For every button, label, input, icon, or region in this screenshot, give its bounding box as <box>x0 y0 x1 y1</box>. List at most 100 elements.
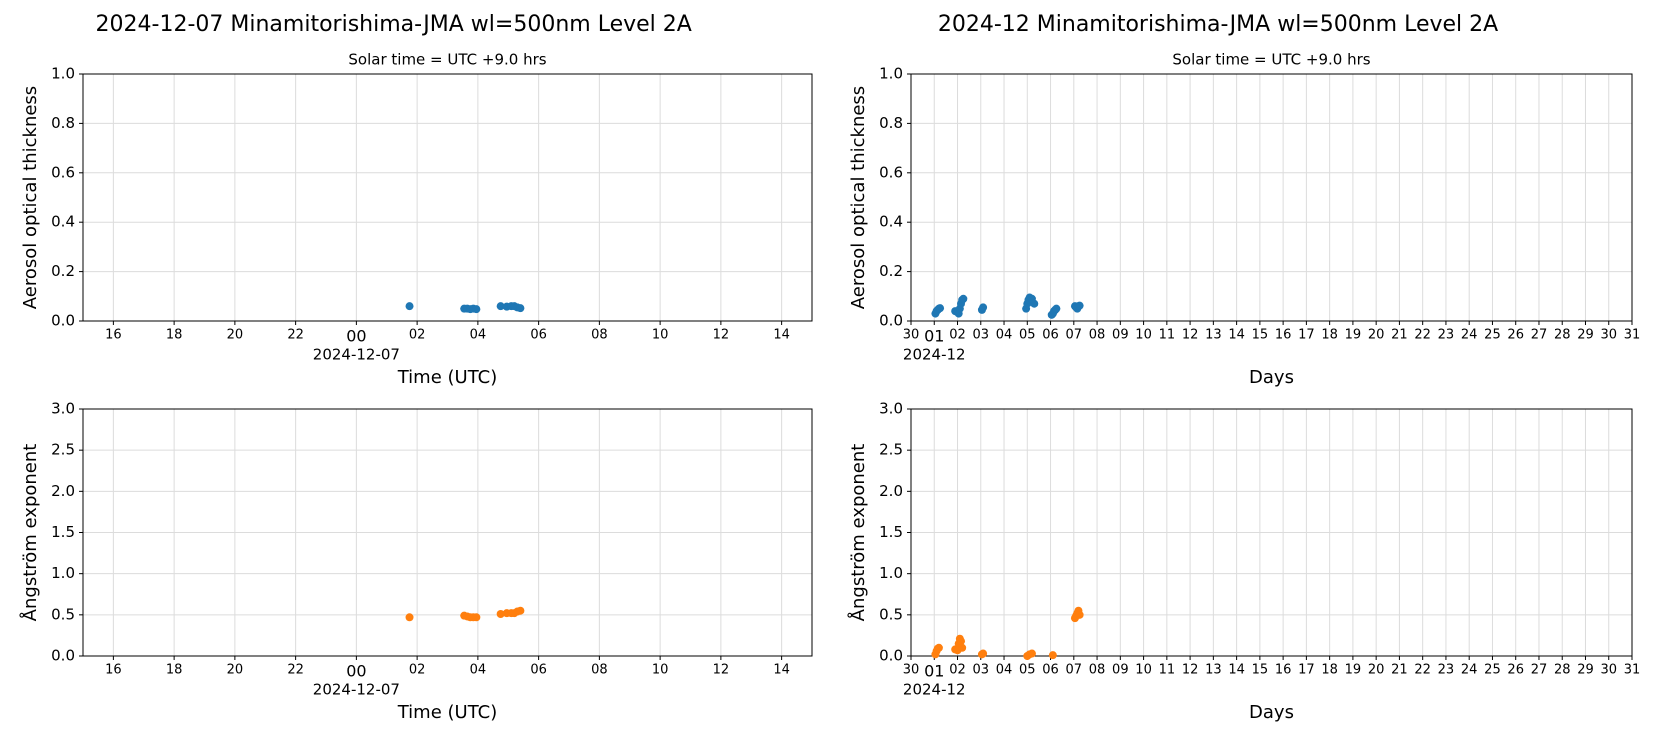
chart-title: 2024-12 Minamitorishima-JMA wl=500nm Lev… <box>938 12 1498 37</box>
data-point <box>405 613 414 622</box>
y-tick-label: 2.0 <box>51 482 75 500</box>
x-date-label: 2024-12 <box>903 681 966 699</box>
y-tick-label: 1.0 <box>879 564 903 582</box>
y-tick-label: 0.4 <box>879 213 903 231</box>
y-axis-label: Aerosol optical thickness <box>20 86 41 309</box>
x-tick-label: 14 <box>1228 663 1245 678</box>
x-tick-label: 02 <box>949 328 966 343</box>
x-tick-label: 18 <box>166 663 183 678</box>
data-point <box>472 613 481 622</box>
y-tick-label: 0.8 <box>879 114 903 132</box>
x-tick-label: 26 <box>1507 663 1524 678</box>
y-tick-label: 0.0 <box>51 647 75 665</box>
data-point <box>496 302 505 311</box>
y-axis-label: Ångström exponent <box>19 444 41 622</box>
x-tick-label: 03 <box>973 663 990 678</box>
data-point <box>958 643 967 652</box>
x-tick-label: 17 <box>1298 328 1315 343</box>
x-tick-label: 21 <box>1391 328 1408 343</box>
x-axis-label: Days <box>1249 702 1294 723</box>
x-tick-label: 07 <box>1066 663 1083 678</box>
x-tick-label: 14 <box>773 663 790 678</box>
x-tick-label: 06 <box>1042 328 1059 343</box>
y-tick-label: 3.0 <box>51 400 75 418</box>
x-tick-label: 30 <box>1600 663 1617 678</box>
x-tick-label: 05 <box>1019 663 1036 678</box>
data-point <box>1030 299 1039 308</box>
x-tick-label: 21 <box>1391 663 1408 678</box>
data-point <box>472 305 481 314</box>
data-point <box>957 637 966 646</box>
x-tick-label: 06 <box>1042 663 1059 678</box>
axes-frame <box>82 73 813 322</box>
x-tick-label: 16 <box>105 328 122 343</box>
x-tick-label: 12 <box>1182 328 1199 343</box>
x-tick-label: 09 <box>1112 328 1129 343</box>
y-tick-label: 1.5 <box>51 523 75 541</box>
x-tick-label: 04 <box>996 663 1013 678</box>
x-tick-label: 02 <box>409 328 426 343</box>
axes-frame <box>910 408 1633 657</box>
axes-frame <box>82 408 813 657</box>
x-date-label: 2024-12 <box>903 346 966 364</box>
x-tick-label: 11 <box>1159 328 1176 343</box>
data-point <box>1027 649 1036 658</box>
data-point <box>516 304 525 313</box>
x-tick-label: 09 <box>1112 663 1129 678</box>
x-tick-label: 08 <box>591 663 608 678</box>
x-tick-label: 25 <box>1484 328 1501 343</box>
y-tick-label: 0.8 <box>51 114 75 132</box>
x-tick-label: 22 <box>287 328 304 343</box>
x-tick-label: 08 <box>1089 328 1106 343</box>
x-tick-label: 30 <box>903 328 920 343</box>
y-tick-label: 0.2 <box>51 262 75 280</box>
x-tick-label: 00 <box>346 327 366 346</box>
x-tick-label: 00 <box>346 662 366 681</box>
x-tick-label: 16 <box>1275 328 1292 343</box>
x-tick-label: 18 <box>1321 328 1338 343</box>
x-tick-label: 19 <box>1345 328 1362 343</box>
x-tick-label: 28 <box>1554 328 1571 343</box>
x-axis-label: Time (UTC) <box>397 367 498 388</box>
x-tick-label: 06 <box>530 328 547 343</box>
x-tick-label: 10 <box>652 663 669 678</box>
x-tick-label: 01 <box>924 327 944 346</box>
x-tick-label: 15 <box>1252 328 1269 343</box>
x-tick-label: 22 <box>1414 663 1431 678</box>
y-tick-label: 0.0 <box>879 647 903 665</box>
y-tick-label: 1.5 <box>879 523 903 541</box>
x-tick-label: 20 <box>227 328 244 343</box>
x-tick-label: 20 <box>1368 328 1385 343</box>
x-tick-label: 27 <box>1531 663 1548 678</box>
y-tick-label: 1.0 <box>51 65 75 83</box>
x-tick-label: 12 <box>713 328 730 343</box>
x-date-label: 2024-12-07 <box>313 346 400 364</box>
x-tick-label: 02 <box>949 663 966 678</box>
x-tick-label: 22 <box>1414 328 1431 343</box>
x-tick-label: 13 <box>1205 328 1222 343</box>
x-tick-label: 13 <box>1205 663 1222 678</box>
x-tick-label: 11 <box>1159 663 1176 678</box>
x-tick-label: 04 <box>996 328 1013 343</box>
y-tick-label: 0.2 <box>879 262 903 280</box>
data-point <box>959 294 968 303</box>
data-point <box>1048 651 1057 660</box>
x-tick-label: 04 <box>470 663 487 678</box>
x-tick-label: 02 <box>409 663 426 678</box>
chart-subtitle: Solar time = UTC +9.0 hrs <box>348 51 546 69</box>
x-tick-label: 05 <box>1019 328 1036 343</box>
data-point <box>496 610 505 619</box>
y-axis-label: Aerosol optical thickness <box>848 86 869 309</box>
x-tick-label: 14 <box>773 328 790 343</box>
data-point <box>516 606 525 615</box>
x-tick-label: 26 <box>1507 328 1524 343</box>
x-tick-label: 28 <box>1554 663 1571 678</box>
chart-subtitle: Solar time = UTC +9.0 hrs <box>1172 51 1370 69</box>
x-tick-label: 31 <box>1624 328 1641 343</box>
x-tick-label: 23 <box>1438 663 1455 678</box>
x-tick-label: 08 <box>591 328 608 343</box>
x-tick-label: 31 <box>1624 663 1641 678</box>
y-tick-label: 2.5 <box>51 441 75 459</box>
x-date-label: 2024-12-07 <box>313 681 400 699</box>
